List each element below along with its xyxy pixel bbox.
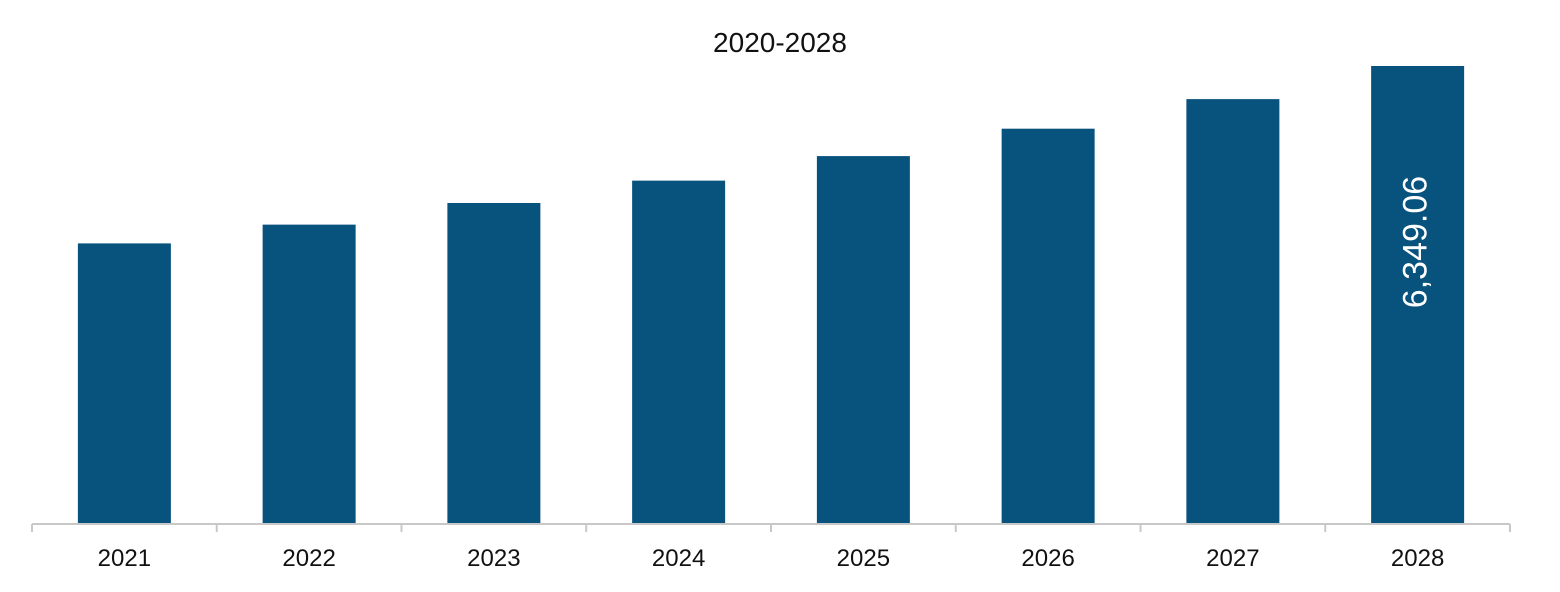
bar-2027 (1186, 99, 1280, 525)
bar-2021 (77, 243, 171, 524)
bar-2022 (262, 224, 356, 524)
bars-group (77, 66, 1465, 525)
bar-2025 (816, 156, 910, 524)
x-tick-label-2027: 2027 (1206, 545, 1259, 572)
bar-2028 (1371, 66, 1465, 524)
x-tick-label-2023: 2023 (467, 545, 520, 572)
bar-2024 (632, 180, 726, 524)
bar-2026 (1001, 128, 1095, 524)
data-label-2028: 6,349.06 (1397, 176, 1435, 308)
x-tick-label-2025: 2025 (837, 545, 890, 572)
x-tick-label-2026: 2026 (1021, 545, 1074, 572)
x-axis (31, 523, 1511, 532)
labels-group: 2021 2022 2023 2024 2025 2026 2027 2028 6,349.06 (98, 176, 1445, 572)
x-tick-label-2028: 2028 (1391, 545, 1444, 572)
x-tick-label-2021: 2021 (98, 545, 151, 572)
bar-2023 (447, 202, 541, 525)
x-tick-label-2024: 2024 (652, 545, 705, 572)
x-tick-label-2022: 2022 (282, 545, 335, 572)
chart-title: 2020-2028 (713, 27, 847, 58)
